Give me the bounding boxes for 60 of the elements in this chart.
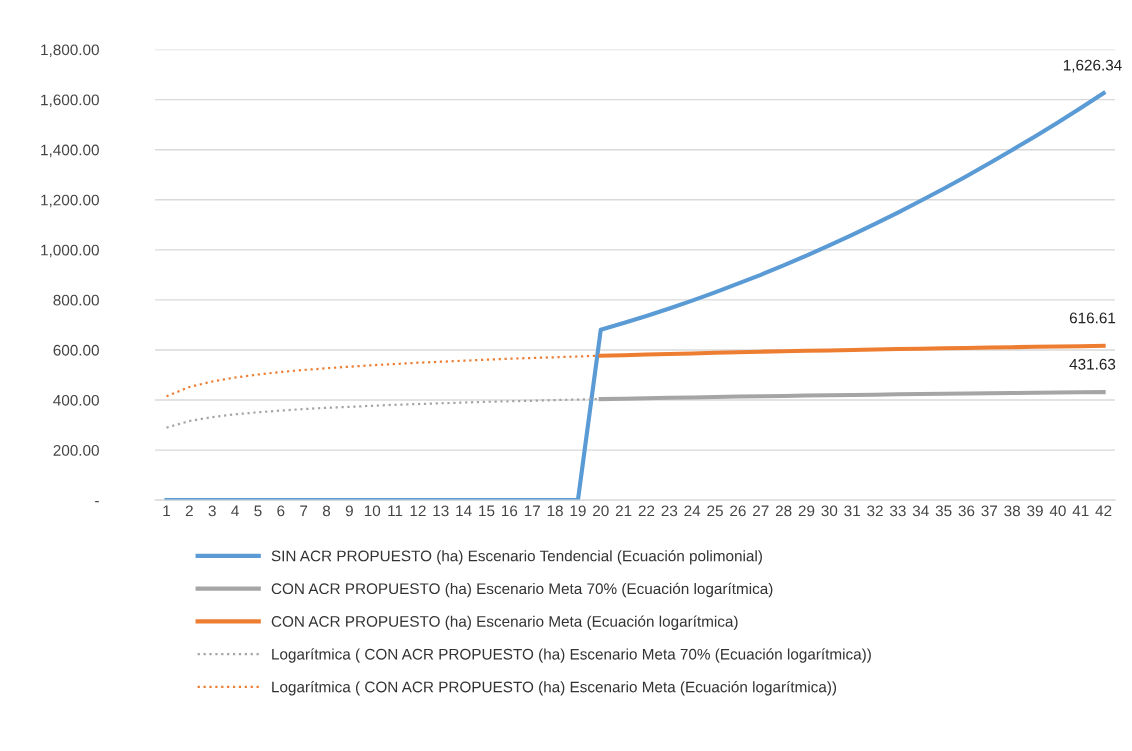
x-tick-label: 17 — [524, 505, 540, 517]
x-tick-label: 14 — [456, 505, 472, 517]
x-tick-label: 19 — [570, 505, 586, 517]
x-tick-label: 25 — [707, 505, 723, 517]
x-tick-label: 26 — [730, 505, 746, 517]
x-tick-label: 40 — [1049, 505, 1066, 517]
x-tick-label: 42 — [1095, 505, 1112, 517]
x-tick-label: 33 — [889, 505, 906, 517]
y-tick-label: - — [95, 501, 99, 503]
legend-label: Logarítmica ( CON ACR PROPUESTO (ha) Escenario Meta (Ecuación logarítmica)) — [272, 680, 837, 696]
x-tick-label: 36 — [958, 505, 975, 517]
x-tick-label: 24 — [684, 505, 701, 517]
data-label: 431.63 — [1069, 358, 1116, 370]
legend-label: Logarítmica ( CON ACR PROPUESTO (ha) Escenario Meta 70% (Ecuación logarítmica)) — [272, 648, 871, 663]
x-tick-label: 29 — [798, 505, 815, 517]
x-tick-label: 41 — [1072, 505, 1089, 517]
x-tick-label: 1 — [163, 505, 171, 517]
y-tick-label: 800.00 — [53, 294, 99, 306]
x-tick-label: 35 — [935, 505, 952, 517]
legend-label: CON ACR PROPUESTO (ha) Escenario Meta 70% (Ecuación logarítmica) — [271, 582, 773, 598]
x-tick-label: 32 — [867, 505, 883, 517]
x-tick-label: 30 — [821, 505, 838, 517]
legend-label: SIN ACR PROPUESTO (ha) Escenario Tendencial (Ecuación polimonial) — [271, 549, 762, 565]
y-tick-label: 400.00 — [53, 394, 99, 406]
x-tick-label: 21 — [615, 505, 632, 517]
y-tick-label: 200.00 — [53, 444, 99, 456]
x-tick-label: 18 — [547, 505, 563, 517]
x-tick-label: 7 — [300, 505, 308, 517]
x-tick-label: 8 — [322, 505, 331, 517]
x-tick-label: 31 — [844, 505, 860, 517]
x-tick-label: 23 — [661, 505, 678, 517]
x-tick-label: 10 — [364, 505, 381, 517]
x-tick-label: 27 — [753, 505, 769, 517]
y-tick-label: 1,200.00 — [41, 194, 99, 208]
data-label: 1,626.34 — [1063, 59, 1122, 73]
x-tick-label: 11 — [388, 505, 403, 517]
x-tick-label: 39 — [1027, 505, 1043, 517]
x-tick-label: 3 — [208, 505, 216, 517]
y-tick-label: 1,000.00 — [41, 244, 99, 258]
x-tick-label: 6 — [277, 505, 285, 517]
x-tick-label: 38 — [1004, 505, 1020, 517]
y-tick-label: 600.00 — [53, 344, 99, 356]
x-tick-label: 20 — [593, 505, 609, 517]
y-tick-label: 1,400.00 — [41, 144, 99, 158]
x-tick-label: 15 — [479, 505, 495, 517]
x-tick-label: 5 — [254, 505, 262, 517]
x-tick-label: 12 — [410, 505, 426, 517]
x-tick-label: 2 — [185, 505, 193, 517]
data-label: 616.61 — [1069, 312, 1116, 324]
x-tick-label: 34 — [912, 505, 929, 517]
x-tick-label: 16 — [502, 505, 518, 517]
x-tick-label: 37 — [981, 505, 998, 517]
x-tick-label: 9 — [345, 505, 353, 517]
legend-label: CON ACR PROPUESTO (ha) Escenario Meta (Ecuación logarítmica) — [271, 615, 738, 630]
x-tick-label: 22 — [638, 505, 655, 517]
x-tick-label: 13 — [433, 505, 449, 517]
y-tick-label: 1,600.00 — [41, 94, 99, 108]
x-tick-label: 4 — [231, 505, 239, 517]
x-tick-label: 28 — [775, 505, 792, 517]
y-tick-label: 1,800.00 — [41, 44, 99, 58]
